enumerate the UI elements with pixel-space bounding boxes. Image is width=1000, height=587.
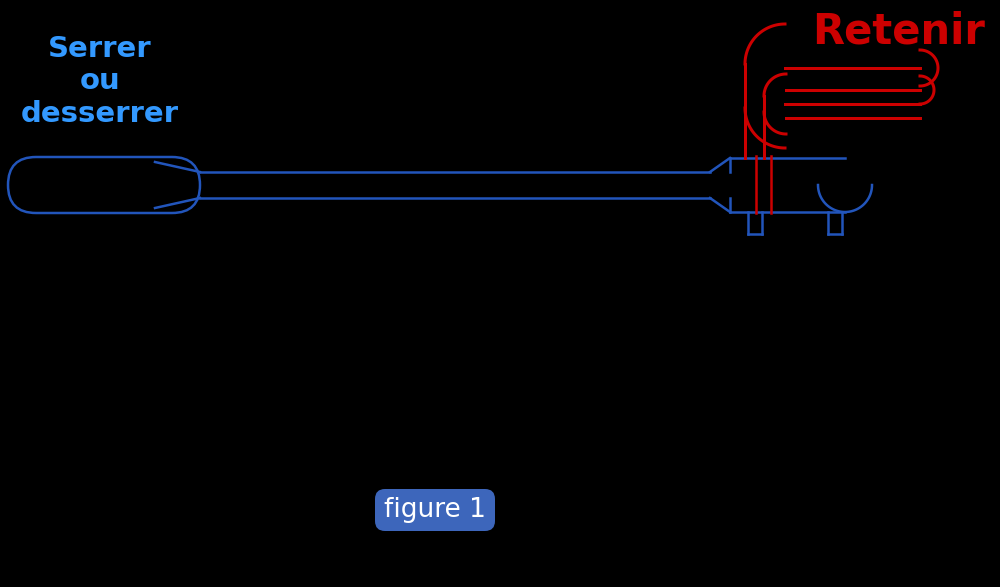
Text: figure 1: figure 1 <box>384 497 486 523</box>
Text: Retenir: Retenir <box>812 10 985 52</box>
Text: Serrer
ou
desserrer: Serrer ou desserrer <box>21 35 179 128</box>
FancyBboxPatch shape <box>375 489 495 531</box>
